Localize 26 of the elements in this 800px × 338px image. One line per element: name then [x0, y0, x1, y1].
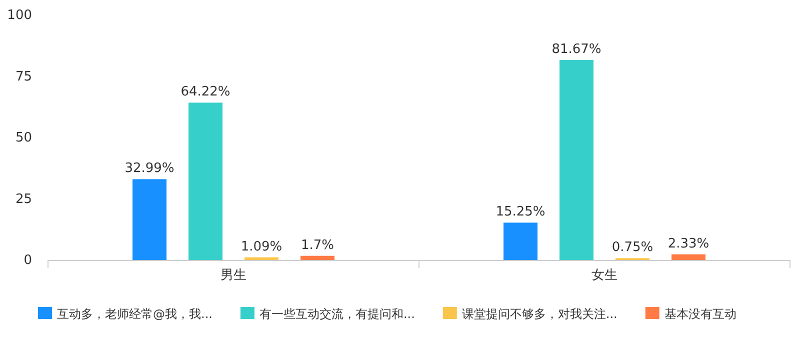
y-tick-label: 25	[15, 192, 32, 207]
x-tick-label: 男生	[220, 268, 246, 283]
bar	[504, 222, 538, 260]
y-tick-label: 100	[7, 8, 32, 23]
data-label: 2.33%	[668, 236, 710, 252]
data-label: 1.7%	[300, 238, 334, 253]
bar	[132, 179, 166, 260]
data-label: 81.67%	[552, 42, 602, 57]
bar	[244, 257, 278, 260]
bar	[300, 256, 334, 260]
legend-label: 互动多，老师经常@我，我...	[57, 307, 212, 321]
data-label: 1.09%	[240, 239, 282, 254]
legend-label: 有一些互动交流，有提问和...	[259, 307, 415, 321]
x-tick-label: 女生	[592, 268, 618, 283]
legend-label: 基本没有互动	[664, 307, 736, 321]
data-label: 64.22%	[180, 84, 230, 100]
y-tick-label: 75	[15, 69, 32, 84]
bar	[560, 60, 594, 260]
data-label: 15.25%	[496, 204, 546, 220]
legend-label: 课堂提问不够多，对我关注...	[462, 307, 618, 321]
y-tick-label: 0	[24, 253, 32, 268]
data-label: 32.99%	[124, 161, 174, 176]
bar	[188, 102, 222, 260]
y-tick-label: 50	[15, 130, 32, 146]
bar	[672, 254, 706, 260]
data-label: 0.75%	[612, 240, 654, 256]
